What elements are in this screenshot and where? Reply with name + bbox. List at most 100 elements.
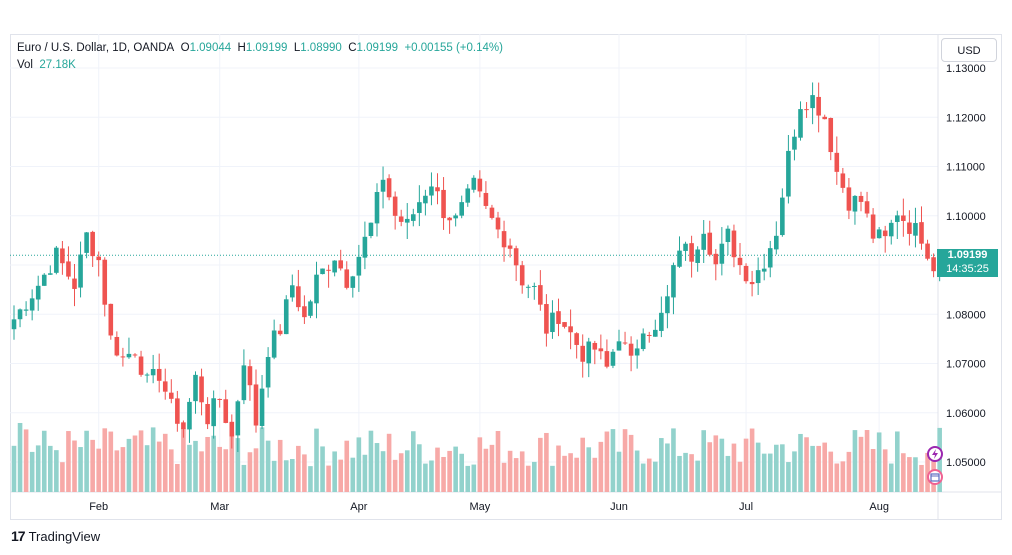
volume-bar [610, 429, 616, 492]
candle-body [253, 384, 259, 426]
price-axis-label: 1.11000 [946, 162, 985, 174]
volume-bar [840, 461, 846, 492]
candle-body [35, 285, 41, 300]
candle-body [532, 285, 537, 287]
tradingview-brand[interactable]: 17 TradingView [11, 528, 100, 544]
candle-body [804, 109, 809, 111]
candle-body [259, 388, 265, 426]
candle-body [356, 256, 362, 276]
lightning-icon[interactable] [927, 446, 943, 462]
chart-frame[interactable] [10, 34, 1002, 520]
tradingview-logo: 17 [11, 528, 26, 544]
volume-bar [41, 430, 47, 492]
candle-body [144, 374, 150, 376]
volume-bar [314, 428, 319, 492]
volume-bar [568, 453, 573, 492]
volume-bar [374, 443, 380, 492]
volume-bar [828, 451, 834, 492]
candle-body [701, 233, 706, 250]
time-axis-label: Jul [739, 501, 753, 513]
volume-bar [296, 445, 301, 492]
candle-body [11, 319, 17, 330]
calendar-icon[interactable] [927, 469, 943, 485]
volume-bar [870, 449, 876, 492]
volume-bar [622, 429, 628, 492]
volume-bar [882, 449, 888, 492]
volume-bar [737, 461, 743, 492]
volume-label[interactable]: Vol [17, 59, 33, 71]
candle-body [919, 222, 924, 244]
candle-body [344, 269, 350, 288]
candle-body [798, 109, 803, 138]
candle-body [447, 217, 452, 221]
volume-bar [29, 451, 35, 492]
price-axis-label: 1.12000 [946, 112, 986, 124]
candle-body [132, 354, 138, 356]
candle-body [187, 401, 192, 430]
volume-bar [223, 449, 229, 492]
volume-bar [338, 459, 343, 492]
candle-body [683, 243, 688, 251]
candle-body [731, 230, 737, 258]
volume-bar [689, 454, 694, 492]
symbol-legend: Euro / U.S. Dollar, 1D, OANDA O1.09044 H… [17, 42, 503, 54]
candle-body [23, 309, 29, 311]
candle-body [562, 322, 567, 327]
volume-bar [271, 460, 277, 492]
candle-body [761, 268, 767, 272]
candle-body [653, 329, 658, 337]
candle-body [265, 357, 271, 388]
candle-body [858, 195, 864, 202]
volume-bar [138, 430, 144, 492]
volume-bar [816, 445, 821, 492]
candle-body [840, 173, 846, 188]
change-value: +0.00155 (+0.14%) [404, 42, 503, 54]
candle-body [749, 282, 755, 285]
volume-bar [126, 438, 132, 492]
volume-bar [580, 437, 585, 492]
volume-bar [507, 450, 513, 492]
volume-bar [459, 453, 464, 492]
volume-bar [205, 436, 210, 492]
volume-bar [356, 437, 362, 492]
candle-body [169, 392, 174, 399]
volume-bar [513, 458, 519, 492]
volume-bar [241, 464, 247, 492]
volume-bar [380, 451, 386, 492]
volume-bar [761, 453, 767, 492]
volume-bar [78, 447, 83, 492]
candle-body [181, 422, 186, 430]
candle-body [277, 330, 283, 335]
volume-bar [235, 438, 241, 492]
volume-bar [144, 445, 150, 492]
candle-body [895, 215, 900, 222]
time-axis-label: May [469, 501, 490, 513]
candle-body [913, 223, 918, 236]
time-axis-label: Jun [610, 501, 628, 513]
volume-bar [489, 444, 495, 492]
volume-bar [749, 428, 755, 492]
candle-body [707, 232, 713, 255]
volume-bar [162, 433, 168, 492]
volume-bar [398, 453, 404, 492]
candle-body [556, 311, 561, 324]
candle-body [368, 222, 374, 237]
currency-button[interactable]: USD [941, 38, 997, 62]
volume-bar [919, 464, 924, 492]
candle-body [108, 303, 114, 336]
candle-body [864, 201, 870, 214]
volume-bar [640, 463, 646, 492]
volume-bar [901, 453, 906, 492]
candle-body [392, 196, 398, 216]
volume-bar [96, 448, 101, 492]
candle-body [441, 189, 446, 219]
volume-bar [84, 430, 89, 492]
candle-body [66, 261, 71, 277]
symbol-title[interactable]: Euro / U.S. Dollar, 1D, OANDA [17, 42, 175, 54]
volume-bar [659, 438, 664, 492]
candle-body [786, 150, 791, 197]
volume-bar [483, 448, 489, 492]
volume-bar [453, 446, 458, 492]
volume-bar [175, 463, 180, 492]
